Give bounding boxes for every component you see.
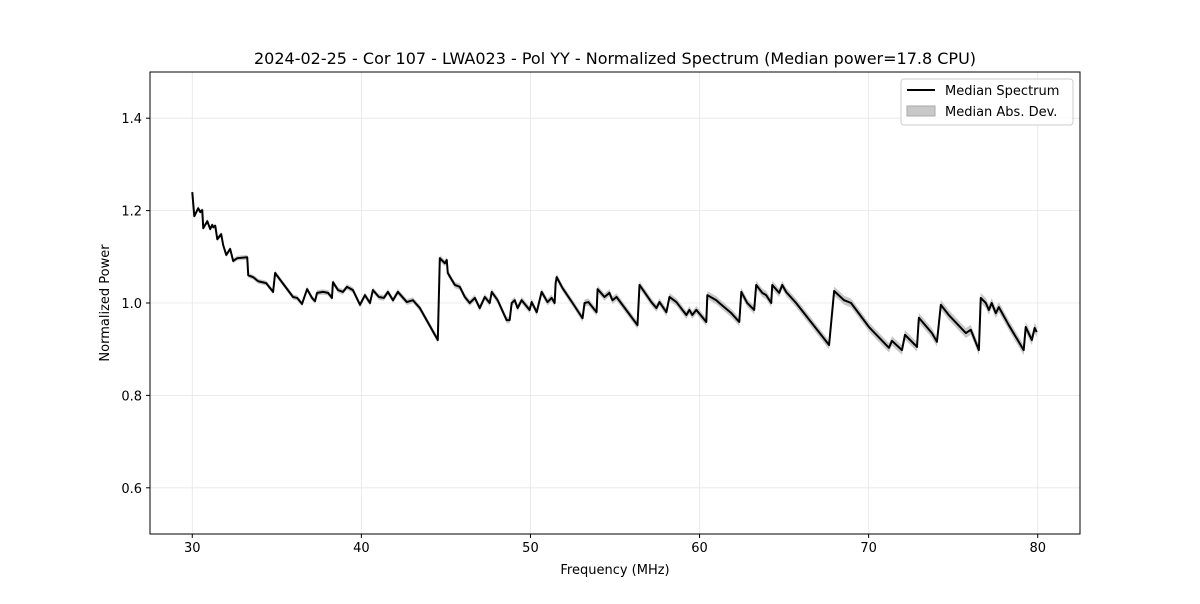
x-tick-label: 80 [1029, 541, 1046, 556]
y-tick-label: 1.4 [121, 112, 142, 127]
x-tick-label: 30 [184, 541, 201, 556]
y-tick-label: 0.8 [121, 389, 142, 404]
y-tick-label: 1.0 [121, 297, 142, 312]
y-tick-label: 0.6 [121, 482, 142, 497]
legend: Median Spectrum Median Abs. Dev. [900, 78, 1074, 126]
median-spectrum-line [191, 192, 1038, 352]
x-tick-label: 40 [353, 541, 370, 556]
y-tick-label: 1.2 [121, 205, 142, 220]
x-tick-label: 70 [860, 541, 877, 556]
legend-label-mad: Median Abs. Dev. [945, 105, 1057, 120]
chart-title: 2024-02-25 - Cor 107 - LWA023 - Pol YY -… [254, 49, 976, 68]
legend-label-median: Median Spectrum [945, 84, 1059, 99]
y-axis-label: Normalized Power [98, 244, 113, 362]
legend-band-swatch [906, 105, 936, 117]
x-axis-label: Frequency (MHz) [560, 563, 669, 578]
legend-box [900, 78, 1074, 126]
x-tick-label: 50 [522, 541, 539, 556]
x-tick-label: 60 [691, 541, 708, 556]
median-line [191, 192, 1038, 352]
axis-ticks: 30 40 50 60 70 80 0.6 0.8 1.0 1.2 1.4 [121, 112, 1046, 556]
